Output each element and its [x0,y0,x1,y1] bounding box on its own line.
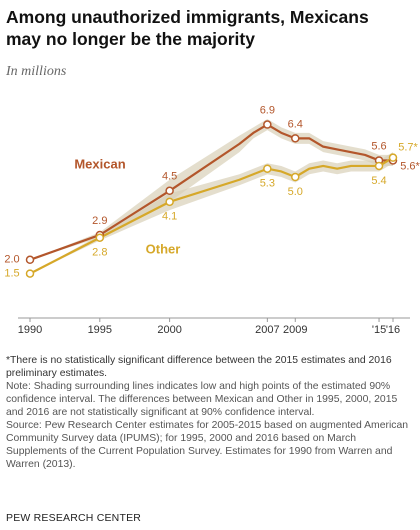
data-label: 1.5 [4,268,19,280]
credit: PEW RESEARCH CENTER [6,512,142,524]
chart-title: Among unauthorized immigrants, Mexicans … [6,7,369,49]
x-tick-label: 2000 [157,324,181,336]
data-label: 5.3 [260,178,275,190]
data-label: 6.9 [260,104,275,116]
chart: 1990 1995 2000 2007 2009 '15'16 2.0 2.9 4.5 6.9 6.… [4,104,420,336]
point-marker [263,120,272,129]
data-label: 2.8 [92,247,107,259]
note: Note: Shading surrounding lines indicate… [6,381,398,418]
x-tick-label: 1990 [18,324,42,336]
series-line [29,156,394,275]
x-tick-label: 1995 [88,324,112,336]
x-tick-label: '15 [372,324,386,336]
x-tick-label: 2007 [255,324,279,336]
point-marker [374,161,384,171]
data-label: 2.0 [4,254,19,266]
data-label: 5.6* [400,160,420,172]
footnote: *There is no statistically significant d… [6,355,392,379]
x-tick-label: 2009 [283,324,307,336]
data-label: 5.4 [371,175,386,187]
point-marker [291,172,300,182]
point-marker [263,164,272,173]
point-marker [165,197,174,207]
source: Source: Pew Research Center estimates fo… [6,420,409,470]
data-label: 4.5 [162,171,177,183]
point-marker [25,255,35,265]
series-label: Mexican [74,156,125,171]
series-label: Other [146,241,181,256]
chart-subtitle: In millions [6,64,67,79]
data-label: 5.6 [371,140,386,152]
point-marker [291,134,300,143]
data-label: 5.7* [398,142,418,154]
point-marker [388,153,398,162]
confidence-band [30,152,393,274]
data-label: 6.4 [288,118,303,130]
data-label: 5.0 [288,186,303,198]
notes: *There is no statistically significant d… [6,354,414,471]
x-tick-label: '16 [386,324,400,336]
point-marker [165,186,174,196]
data-label: 2.9 [92,215,107,227]
data-label: 4.1 [162,211,177,223]
point-marker [95,233,105,242]
point-marker [25,269,35,278]
